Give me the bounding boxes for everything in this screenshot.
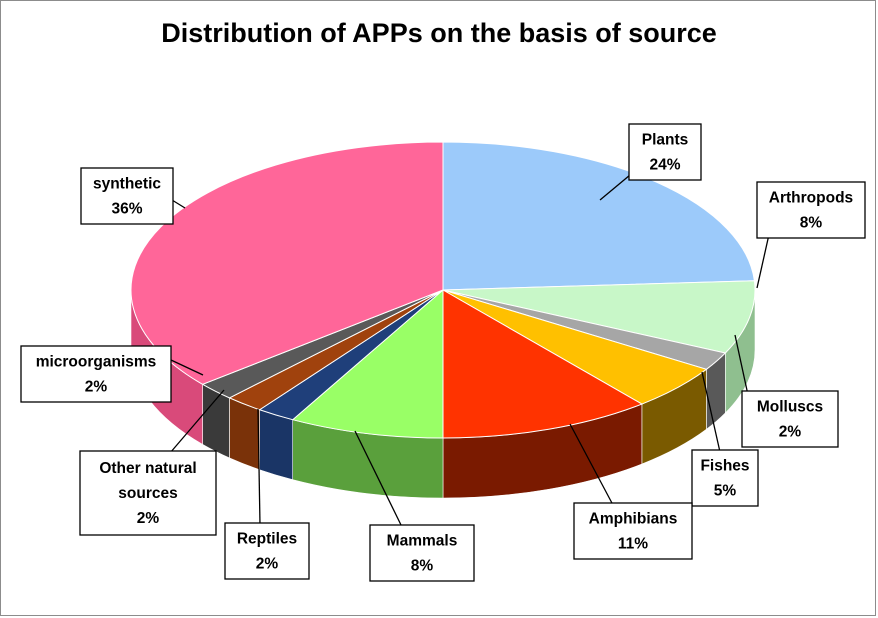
data-label-name-amphibians: Amphibians <box>589 511 678 528</box>
label-box-amphibians <box>573 502 693 560</box>
pie-slice-arthropods <box>442 280 756 354</box>
label-box-fishes <box>691 449 759 507</box>
leader-line-arthropods <box>756 229 771 289</box>
pie-slice-amphibians <box>442 289 644 439</box>
data-label-percent-microorganisms: 2% <box>85 379 108 396</box>
leader-line-amphibians <box>569 423 614 506</box>
data-labels: Plants 24% Arthropods 8% Molluscs 2% Fishes 5% A… <box>20 123 866 582</box>
label-box-reptiles <box>224 522 310 580</box>
pie-slice-mammals <box>291 288 444 439</box>
label-box-mammals <box>369 524 475 582</box>
pie-slice-plants <box>442 141 755 291</box>
label-box-plants <box>628 123 702 181</box>
data-label-name-molluscs: Molluscs <box>757 399 823 416</box>
data-label-percent-molluscs: 2% <box>779 424 802 441</box>
label-box-molluscs <box>741 390 839 448</box>
leader-line-reptiles <box>257 408 261 526</box>
data-label-percent-arthropods: 8% <box>800 215 823 232</box>
data-label-percent-other-natural-sources: 2% <box>137 510 160 527</box>
data-label-name-reptiles: Reptiles <box>237 531 297 548</box>
data-label-percent-mammals: 8% <box>411 558 434 575</box>
data-label-name-arthropods: Arthropods <box>769 190 853 207</box>
label-box-synthetic <box>80 167 174 225</box>
data-label-name-other-natural-sources: Other natural <box>99 460 196 477</box>
chart-title: Distribution of APPs on the basis of sou… <box>161 18 717 48</box>
pie-side-reptiles <box>259 409 293 481</box>
leader-line-other-natural-sources <box>169 389 225 454</box>
data-label-name-microorganisms: microorganisms <box>36 354 157 371</box>
leader-line-fishes <box>701 371 721 453</box>
data-label-percent-reptiles: 2% <box>256 556 279 573</box>
data-label-name-synthetic: synthetic <box>93 176 161 193</box>
data-label-name-other-natural-sources: sources <box>118 485 177 502</box>
data-label-percent-plants: 24% <box>649 157 680 174</box>
data-label-percent-amphibians: 11% <box>618 536 648 553</box>
label-box-other-natural-sources <box>79 450 217 536</box>
leader-lines <box>169 169 771 528</box>
label-box-arthropods <box>756 181 866 239</box>
pie-slice-synthetic <box>130 141 444 385</box>
leader-line-mammals <box>354 430 403 528</box>
leader-line-synthetic <box>171 199 186 209</box>
data-label-percent-fishes: 5% <box>714 483 737 500</box>
data-label-name-plants: Plants <box>642 132 689 149</box>
data-label-name-mammals: Mammals <box>387 533 458 550</box>
label-box-microorganisms <box>20 345 172 403</box>
pie-tops <box>130 141 756 439</box>
data-label-percent-synthetic: 36% <box>111 201 142 218</box>
data-label-name-fishes: Fishes <box>700 458 749 475</box>
leader-line-molluscs <box>734 334 749 396</box>
leader-line-microorganisms <box>170 359 204 376</box>
